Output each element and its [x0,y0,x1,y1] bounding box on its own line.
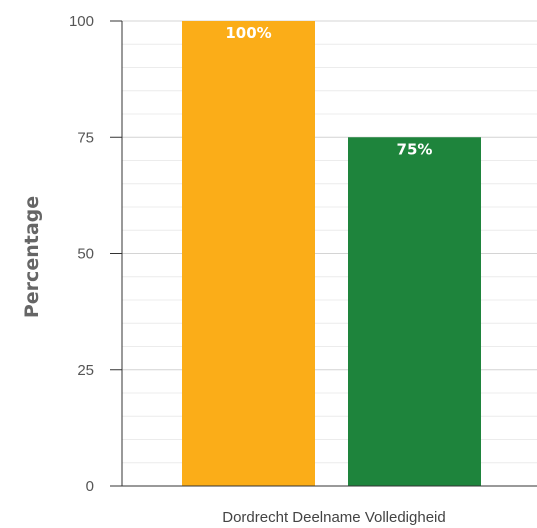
bar-data-label: 100% [225,24,271,42]
y-tick-label: 100 [69,13,94,30]
bar [182,21,315,486]
x-category-label: Dordrecht Deelname Volledigheid [222,509,445,526]
bar-data-label: 75% [397,140,433,158]
axes-group [110,20,537,487]
y-tick-label: 50 [77,246,94,263]
y-tick-label: 0 [86,478,94,495]
y-tick-labels: 0 25 50 75 100 [69,13,94,495]
bars-group: 100% 75% [182,21,481,486]
y-tick-label: 75 [77,129,94,146]
y-axis-label: Percentage [21,196,43,318]
bar [348,137,481,486]
y-tick-label: 25 [77,362,94,379]
